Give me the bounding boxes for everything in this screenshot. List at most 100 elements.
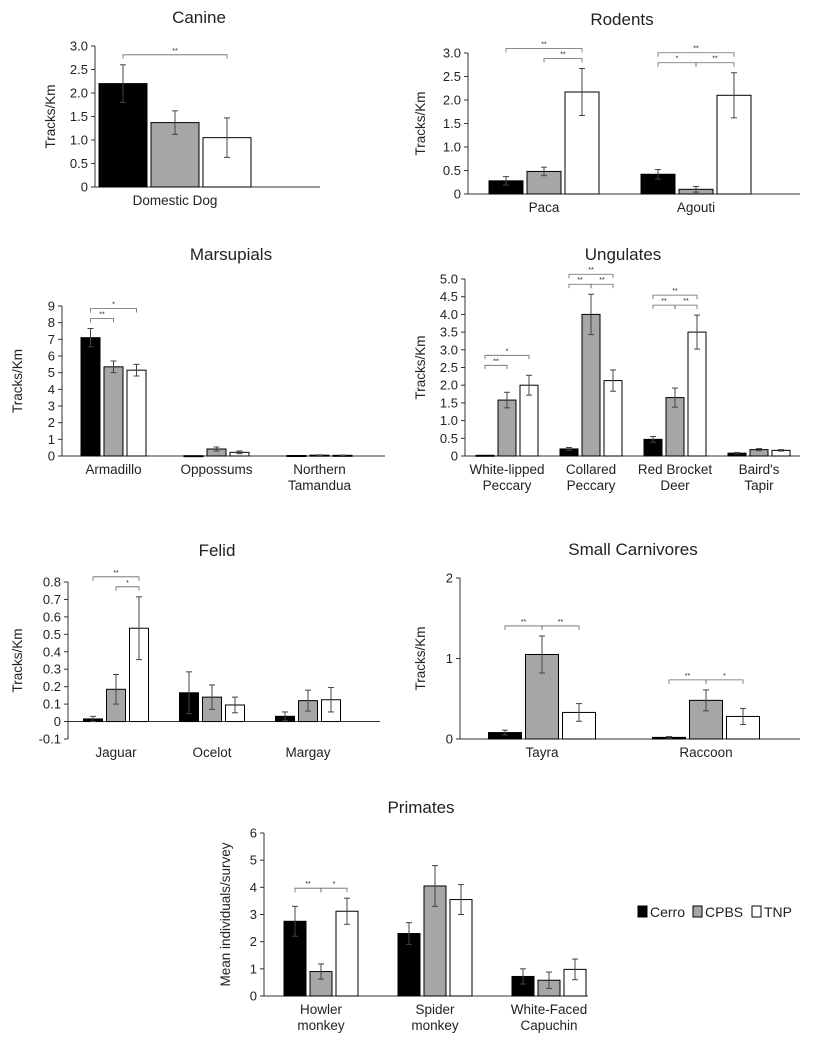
- bar-tnp: [519, 384, 539, 457]
- y-tick-label: 0.6: [43, 609, 61, 624]
- y-tick-label: -0.1: [39, 732, 61, 747]
- significance-bracket: [705, 679, 744, 684]
- chart-canine: Canine Tracks/Km 0 0.5 1.0 1.5 2.0 2.5 3.0 Domest…: [43, 8, 320, 208]
- significance-label: **: [541, 42, 547, 49]
- significance-label: **: [683, 298, 689, 305]
- legend-label-tnp: TNP: [764, 904, 792, 920]
- category-label: Ocelot: [192, 745, 231, 760]
- y-tick-label: 4: [48, 382, 55, 397]
- significance-label: **: [172, 48, 178, 55]
- y-tick-label: 7: [48, 332, 55, 347]
- legend-label-cerro: Cerro: [650, 904, 685, 920]
- significance-bracket: [695, 62, 735, 67]
- y-tick-label: 0.4: [43, 644, 61, 659]
- category-label: Red Brocket: [638, 462, 713, 477]
- y-tick-label: 0: [250, 989, 257, 1004]
- significance-bracket: [90, 318, 114, 323]
- y-tick-label: 2.5: [443, 69, 461, 84]
- chart-rodents: Rodents Tracks/Km 0 0.5 1.0 1.5 2.0 2.5 3.0 Paca A…: [413, 10, 800, 215]
- significance-label: *: [333, 881, 336, 888]
- category-label: Tamandua: [288, 478, 352, 493]
- significance-bracket: [652, 304, 676, 310]
- bar-cpbs: [497, 399, 517, 457]
- significance-label: **: [685, 673, 691, 680]
- category-label: Baird's: [739, 462, 780, 477]
- significance-bracket: [657, 62, 697, 67]
- chart-felid: Felid Tracks/Km -0.1 0 0.1 0.2 0.3 0.4 0.5 0.6 0.7…: [10, 541, 380, 760]
- significance-label: *: [676, 56, 679, 63]
- significance-label: **: [577, 277, 583, 284]
- significance-bracket: [484, 354, 530, 360]
- category-label: Margay: [285, 745, 330, 760]
- y-tick-label: 1: [48, 432, 55, 447]
- y-tick-label: 2: [48, 415, 55, 430]
- significance-bracket: [657, 52, 735, 57]
- legend: Cerro CPBS TNP: [637, 904, 792, 920]
- significance-bracket: [505, 48, 583, 53]
- bar-tnp: [603, 380, 623, 457]
- bar-cerro: [183, 455, 204, 458]
- y-tick-label: 1.0: [440, 413, 458, 428]
- significance-bracket: [115, 586, 140, 591]
- y-tick-label: 2.0: [440, 378, 458, 393]
- significance-bracket: [122, 54, 228, 59]
- y-tick-label: 5: [250, 853, 257, 868]
- significance-bracket: [484, 364, 508, 370]
- bar-tnp: [126, 369, 147, 457]
- y-tick-label: 4.0: [440, 307, 458, 322]
- y-axis-label: Tracks/Km: [413, 92, 428, 156]
- legend-swatch-cpbs: [692, 905, 703, 918]
- significance-bracket: [90, 308, 137, 313]
- bar-tnp: [564, 91, 600, 195]
- y-tick-label: 0.8: [43, 575, 61, 590]
- category-label: Capuchin: [520, 1018, 577, 1033]
- y-tick-label: 0: [54, 714, 61, 729]
- y-tick-label: 5.0: [440, 272, 458, 287]
- y-tick-label: 1.5: [440, 395, 458, 410]
- significance-bracket: [294, 887, 322, 893]
- y-tick-label: 4: [250, 880, 257, 895]
- y-tick-label: 8: [48, 315, 55, 330]
- significance-bracket: [590, 283, 614, 289]
- category-label: Northern: [293, 462, 346, 477]
- significance-bracket: [668, 679, 707, 684]
- y-tick-label: 1.5: [70, 109, 88, 124]
- y-tick-label: 3.5: [440, 325, 458, 340]
- y-tick-label: 0: [451, 449, 458, 464]
- y-tick-label: 0.5: [70, 156, 88, 171]
- chart-primates: Primates Mean individuals/survey 0 1 2 3 4 5 6 Ho…: [218, 798, 588, 1033]
- category-label: Tapir: [744, 478, 774, 493]
- bar-cerro: [475, 454, 495, 457]
- category-label: Oppossums: [180, 462, 252, 477]
- category-label: Collared: [566, 462, 616, 477]
- y-tick-label: 2.5: [440, 360, 458, 375]
- significance-bracket: [652, 294, 698, 300]
- y-axis-label: Tracks/Km: [10, 629, 25, 693]
- category-label: Domestic Dog: [133, 193, 218, 208]
- chart-title: Felid: [199, 541, 236, 560]
- y-tick-label: 0.1: [43, 697, 61, 712]
- y-tick-label: 0.2: [43, 679, 61, 694]
- category-label: White-Faced: [511, 1002, 588, 1017]
- y-axis-label: Tracks/Km: [413, 627, 428, 691]
- significance-bracket: [674, 304, 698, 310]
- significance-label: **: [521, 619, 527, 626]
- significance-label: **: [599, 277, 605, 284]
- category-label: Paca: [529, 200, 560, 215]
- significance-label: **: [493, 358, 499, 365]
- y-tick-label: 1.0: [443, 140, 461, 155]
- y-axis-label: Tracks/Km: [413, 336, 428, 400]
- y-tick-label: 0: [454, 187, 461, 202]
- significance-bracket: [568, 283, 592, 289]
- chart-title: Primates: [387, 798, 454, 817]
- y-tick-label: 0: [446, 732, 453, 747]
- y-tick-label: 3.0: [70, 39, 88, 54]
- y-tick-label: 1: [250, 961, 257, 976]
- y-tick-label: 1.5: [443, 116, 461, 131]
- y-tick-label: 2.0: [443, 93, 461, 108]
- y-axis-label: Tracks/Km: [10, 349, 25, 413]
- significance-bracket: [320, 887, 348, 893]
- chart-title: Marsupials: [190, 245, 272, 264]
- category-label: Peccary: [483, 478, 532, 493]
- significance-bracket: [92, 576, 140, 581]
